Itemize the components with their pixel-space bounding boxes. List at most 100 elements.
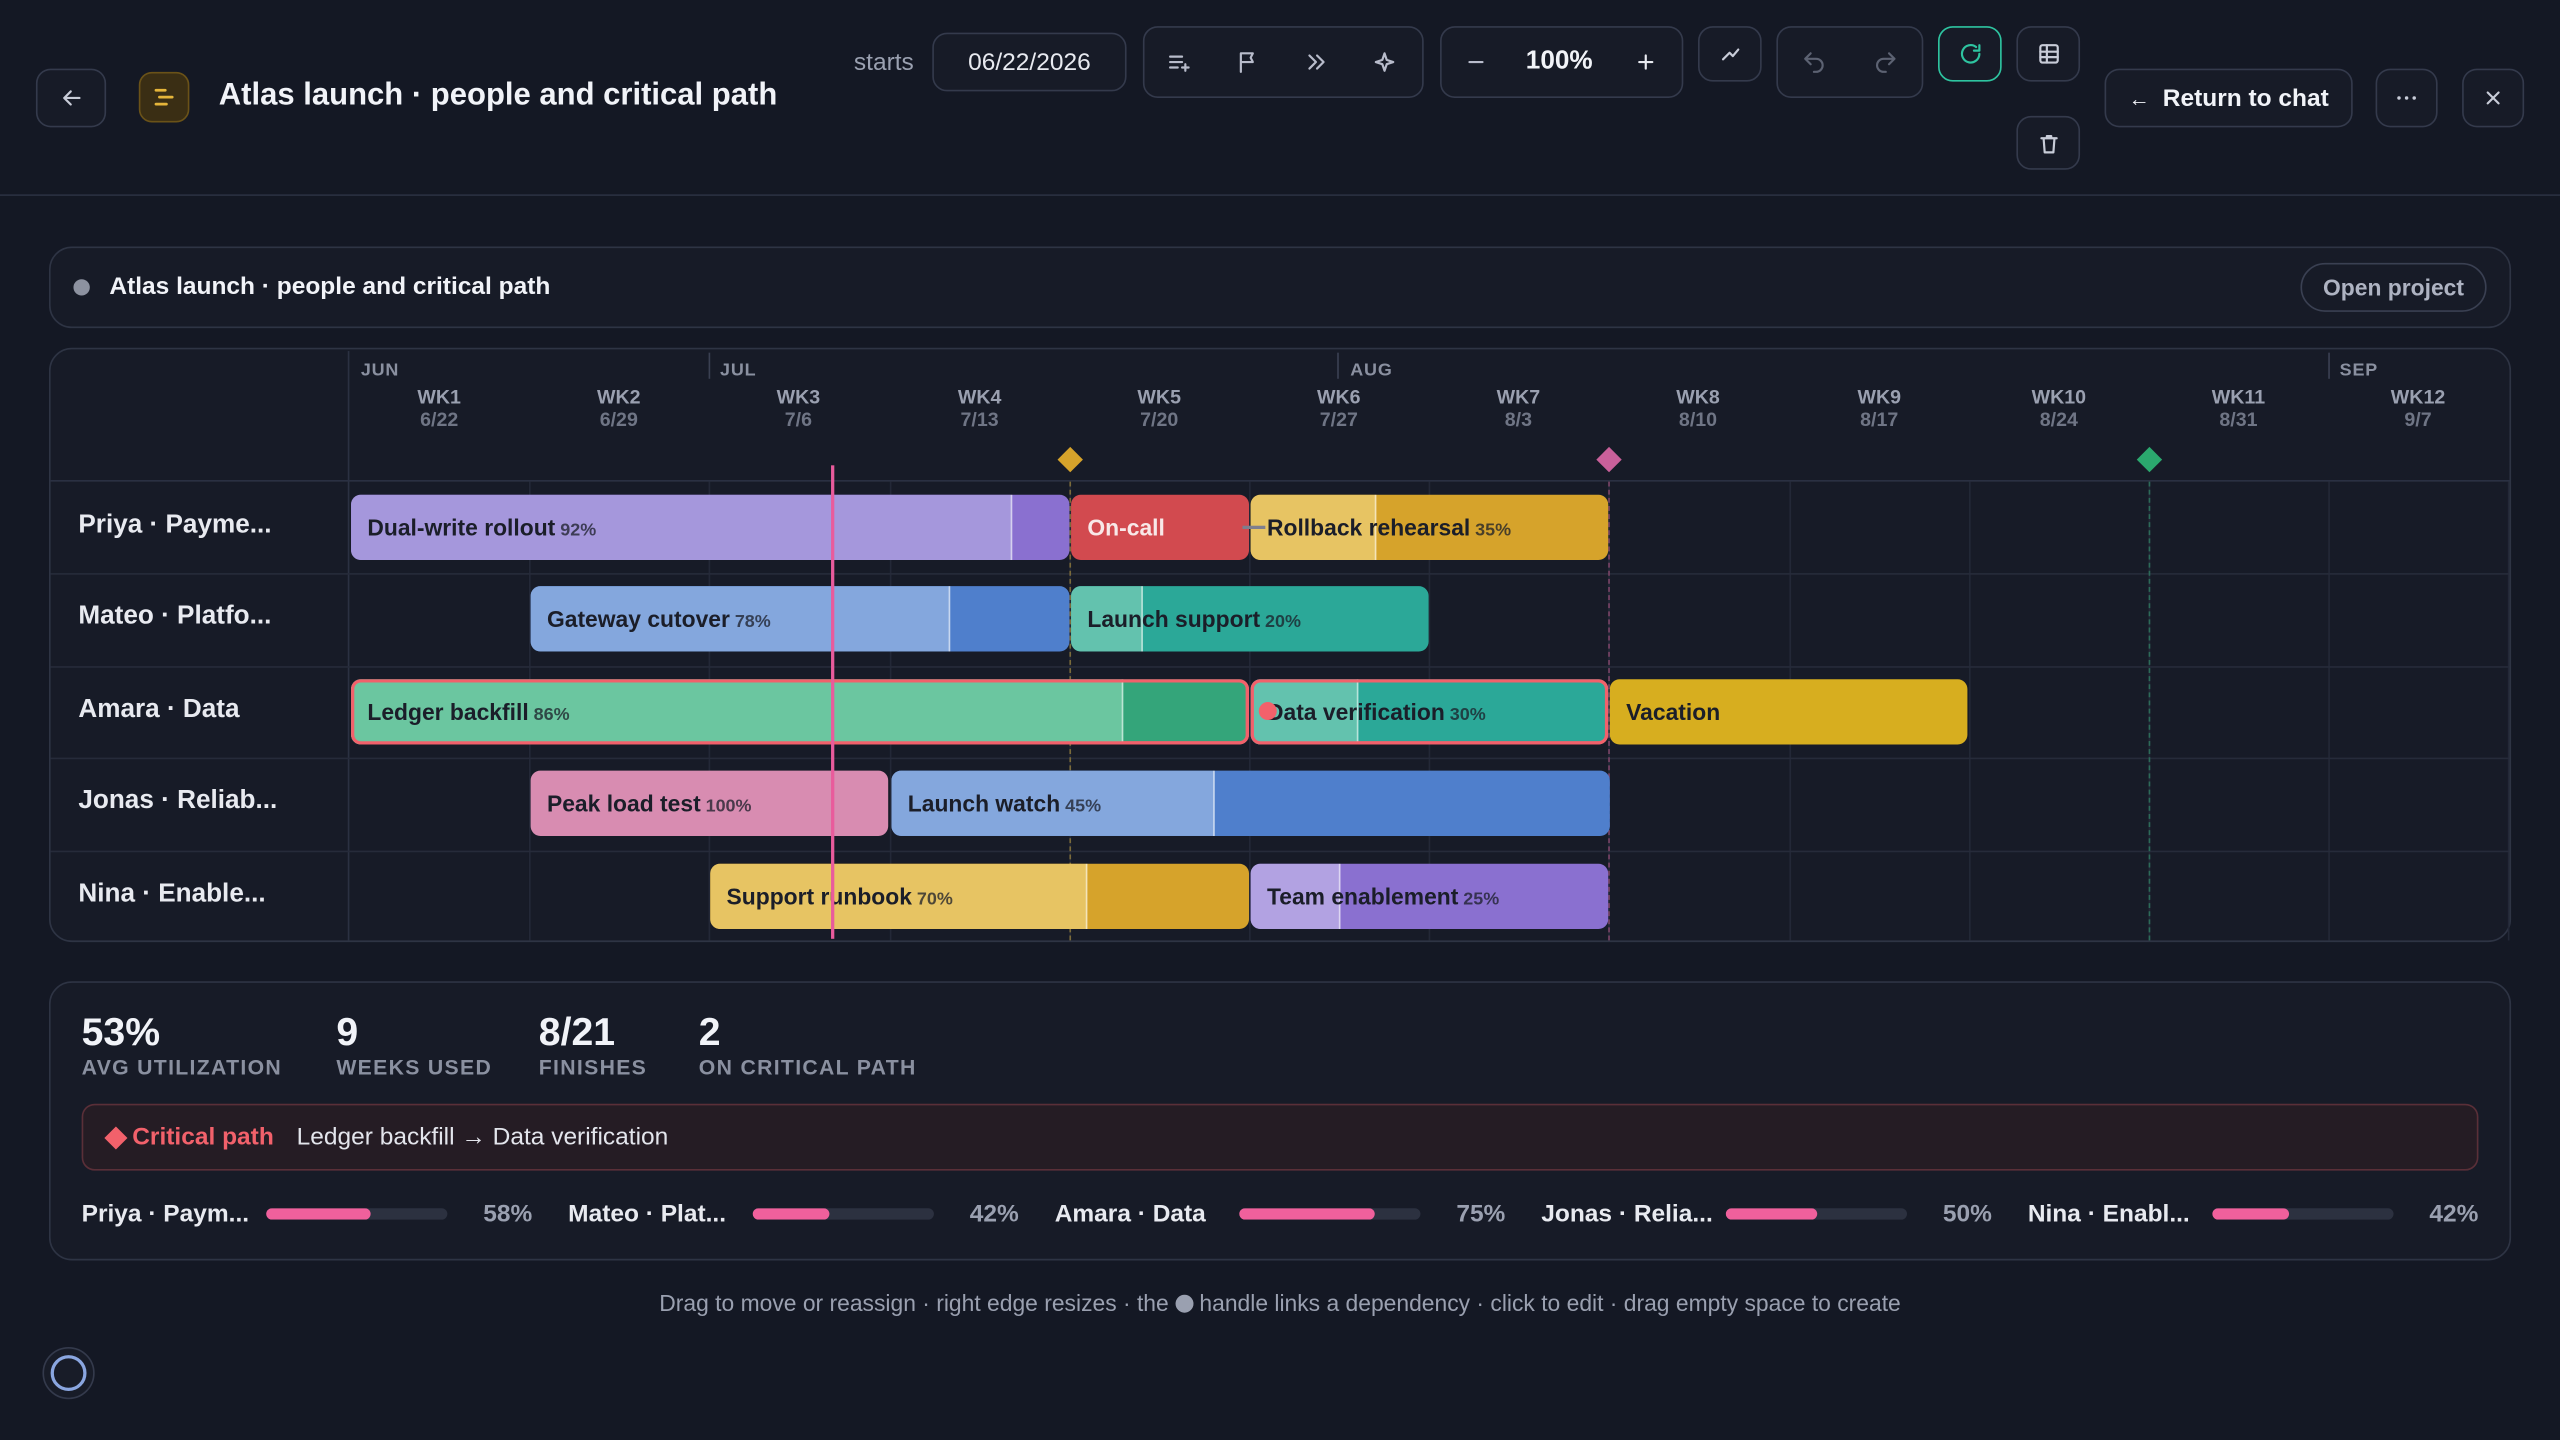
week-date: 8/17 — [1860, 408, 1899, 432]
arrow-left-icon: ← — [2128, 85, 2150, 111]
help-hint-start: Drag to move or reassign · right edge re… — [659, 1289, 1169, 1316]
task-label: Vacation — [1626, 699, 1720, 725]
help-hint-end: handle links a dependency · click to edi… — [1199, 1289, 1901, 1316]
start-date-field[interactable]: 06/22/2026 — [932, 32, 1127, 92]
week-label: WK1 — [417, 385, 461, 409]
utilization-fill — [1725, 1208, 1818, 1220]
row-divider — [50, 850, 2510, 853]
utilization-percent: 50% — [1942, 1200, 1992, 1228]
utilization-fill — [2212, 1208, 2290, 1220]
utilization-name: Nina · Enabl... — [2027, 1200, 2190, 1228]
week-date: 6/22 — [420, 408, 459, 432]
task-bar[interactable]: Dual-write rollout 92% — [351, 494, 1070, 561]
task-name: Launch watch — [907, 790, 1061, 817]
utilization-bar — [1725, 1208, 1907, 1220]
resource-name: Priya · Payme... — [78, 511, 272, 539]
task-bar[interactable]: Launch support 20% — [1071, 586, 1429, 652]
name-column-divider — [347, 351, 350, 941]
stat-critical-path-value: 2 — [698, 1010, 721, 1055]
month-divider — [708, 352, 711, 379]
stat-finishes-value: 8/21 — [538, 1010, 616, 1055]
task-label: Dual-write rollout 92% — [367, 514, 596, 540]
task-percent: 35% — [1475, 520, 1512, 541]
task-bar[interactable]: Rollback rehearsal 35% — [1250, 494, 1609, 561]
week-date: 8/3 — [1504, 408, 1533, 432]
task-name: Launch support — [1087, 605, 1261, 632]
chevrons-right-icon — [1308, 54, 1325, 70]
zoom-out-button[interactable] — [1442, 28, 1509, 97]
close-button[interactable] — [2462, 68, 2525, 128]
task-name: Gateway cutover — [546, 605, 730, 632]
critical-outline — [351, 679, 1250, 745]
task-bar[interactable]: Vacation — [1609, 679, 1968, 745]
task-bar[interactable]: Gateway cutover 78% — [530, 586, 1070, 652]
utilization-fill — [266, 1208, 371, 1220]
task-bar[interactable]: Data verification 30% — [1250, 679, 1609, 745]
table-view-button[interactable] — [2016, 26, 2081, 82]
task-label: Launch support 20% — [1087, 606, 1301, 632]
task-bar[interactable]: Support runbook 70% — [710, 863, 1250, 930]
task-bar[interactable]: On-call — [1071, 494, 1250, 561]
assistant-status-icon[interactable] — [42, 1346, 95, 1400]
week-header: WK3 7/6 — [709, 385, 889, 431]
milestone-line — [1608, 481, 1610, 941]
task-label: Data verification 30% — [1267, 699, 1486, 725]
week-header: WK8 8/10 — [1608, 385, 1788, 431]
delete-button[interactable] — [2016, 115, 2081, 170]
page-title: Atlas launch · people and critical path — [218, 78, 778, 113]
critical-path-banner: Critical path Ledger backfill → Data ver… — [81, 1103, 2479, 1171]
week-header: WK10 8/24 — [1969, 385, 2149, 431]
critical-path-sequence: Ledger backfill → Data verification — [296, 1123, 669, 1152]
week-header: WK5 7/20 — [1069, 385, 1249, 431]
utilization-name: Priya · Paym... — [81, 1200, 250, 1228]
week-header: WK6 7/27 — [1249, 385, 1429, 431]
refresh-button[interactable] — [1938, 26, 2002, 82]
utilization-percent: 58% — [483, 1200, 533, 1228]
trend-button[interactable] — [1698, 26, 1762, 82]
month-divider — [1337, 352, 1339, 379]
row-divider — [50, 573, 2510, 575]
task-progress-fill — [891, 770, 1215, 836]
week-label: WK12 — [2390, 385, 2446, 409]
task-label: Rollback rehearsal 35% — [1267, 514, 1511, 540]
stat-finishes-label: FINISHES — [538, 1054, 648, 1080]
month-label: JUL — [720, 360, 757, 381]
return-to-chat-button[interactable]: ← Return to chat — [2104, 68, 2353, 128]
open-project-button[interactable]: Open project — [2300, 262, 2487, 312]
task-name: Peak load test — [546, 790, 701, 817]
return-to-chat-label: Return to chat — [2162, 84, 2329, 112]
task-bar[interactable]: Peak load test 100% — [530, 770, 889, 836]
task-progress-fill — [1071, 586, 1143, 652]
add-task-button[interactable] — [1145, 28, 1214, 97]
more-button[interactable] — [2375, 68, 2438, 128]
app-logo-icon — [138, 71, 190, 123]
task-name: Dual-write rollout — [367, 514, 556, 541]
task-name: Vacation — [1626, 698, 1721, 725]
undo-button[interactable] — [1778, 28, 1850, 97]
dependency-handle-icon[interactable] — [1258, 702, 1277, 721]
task-progress-fill — [351, 494, 1013, 561]
redo-button[interactable] — [1850, 28, 1922, 97]
add-milestone-button[interactable] — [1213, 28, 1282, 97]
stat-avg-utilization-label: AVG UTILIZATION — [81, 1054, 283, 1080]
task-bar[interactable]: Team enablement 25% — [1250, 863, 1609, 930]
task-progress-fill — [1250, 863, 1341, 930]
week-label: WK11 — [2211, 385, 2266, 409]
header-divider — [50, 480, 2510, 482]
zoom-in-button[interactable] — [1610, 28, 1682, 97]
utilization-percent: 75% — [1456, 1200, 1506, 1228]
week-header: WK4 7/13 — [890, 385, 1070, 431]
back-button[interactable] — [35, 68, 107, 128]
week-label: WK6 — [1317, 385, 1361, 409]
task-bar[interactable]: Ledger backfill 86% — [351, 679, 1250, 745]
week-date: 7/13 — [960, 408, 999, 432]
help-hint: Drag to move or reassign · right edge re… — [0, 1290, 2560, 1316]
week-header: WK9 8/17 — [1789, 385, 1969, 431]
task-name: Data verification — [1266, 698, 1445, 725]
week-header: WK2 6/29 — [529, 385, 709, 431]
task-label: Launch watch 45% — [908, 790, 1101, 816]
add-dependency-button[interactable] — [1282, 28, 1351, 97]
auto-schedule-button[interactable] — [1350, 28, 1419, 97]
utilization-name: Mateo · Plat... — [568, 1200, 727, 1228]
task-bar[interactable]: Launch watch 45% — [891, 770, 1610, 836]
